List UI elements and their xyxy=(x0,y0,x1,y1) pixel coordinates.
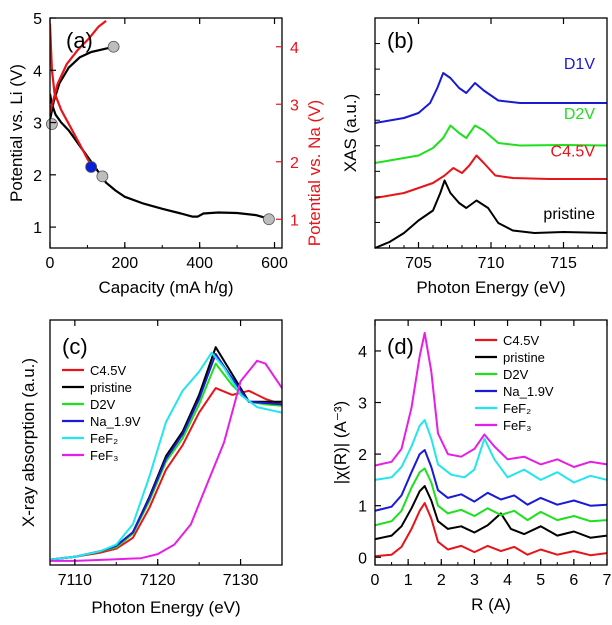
series-line xyxy=(50,362,282,561)
legend-label: C4.5V xyxy=(503,333,539,348)
x-tick-label-c: 7120 xyxy=(140,572,176,589)
panel-label: (b) xyxy=(387,28,414,53)
panel-label: (c) xyxy=(62,334,88,359)
legend-label: FeF₂ xyxy=(503,401,531,416)
series-line xyxy=(50,346,282,561)
legend-label: C4.5V xyxy=(90,363,126,378)
series-line xyxy=(50,359,282,562)
panel-c: 7110 7120 7130 C4.5V pristine D2V Na_1.9V FeF₂ F… xyxy=(19,319,283,617)
series-line xyxy=(374,72,607,124)
y-tick-label-right-a: 1 xyxy=(290,212,299,229)
curve-label: C4.5V xyxy=(551,144,596,161)
x-tick-label-d: 6 xyxy=(569,572,578,589)
x-axis-label: Photon Energy (eV) xyxy=(416,278,565,297)
x-tick-label-a: 400 xyxy=(186,255,213,272)
legend-label: FeF₃ xyxy=(503,418,531,433)
y-tick-label-a: 4 xyxy=(33,63,42,80)
series-line xyxy=(375,449,607,512)
x-tick-label-b: 705 xyxy=(405,255,432,272)
curve-label: pristine xyxy=(543,206,595,223)
y-axis-label: X-ray absorption (a.u.) xyxy=(19,358,38,527)
data-marker xyxy=(96,170,109,183)
x-tick-label-c: 7130 xyxy=(223,572,259,589)
plot-frame-c xyxy=(49,319,283,566)
data-marker xyxy=(263,213,275,226)
x-tick-label-c: 7110 xyxy=(58,572,93,589)
y-tick-label-a: 2 xyxy=(33,168,42,185)
series-line xyxy=(375,485,607,541)
panel-label: (d) xyxy=(387,334,414,359)
series-line xyxy=(50,93,272,221)
x-axis-label: Photon Energy (eV) xyxy=(91,598,240,617)
series-line xyxy=(50,387,282,561)
legend-label: D2V xyxy=(503,367,529,382)
x-axis-label: R (A) xyxy=(471,595,511,614)
legend-label: FeF₂ xyxy=(90,431,118,446)
x-axis-label: Capacity (mA h/g) xyxy=(98,278,233,297)
plot-area-d xyxy=(375,331,607,558)
panel-a: 0 200 400 600 1 2 3 4 5 1 2 3 4 Capacity (mA h/g) Pote… xyxy=(7,11,324,297)
series-line xyxy=(50,45,114,121)
x-tick-label-d: 4 xyxy=(503,572,512,589)
legend-label: Na_1.9V xyxy=(90,414,141,429)
y-tick-label-right-a: 2 xyxy=(290,155,299,172)
series-line xyxy=(375,331,607,468)
y-tick-label-d: 3 xyxy=(358,396,367,413)
y-tick-label-a: 1 xyxy=(33,220,42,237)
series-line xyxy=(375,419,607,484)
x-tick-label-d: 3 xyxy=(470,572,479,589)
y-tick-label-right-a: 4 xyxy=(290,40,299,57)
series-line xyxy=(375,502,607,558)
x-tick-label-d: 2 xyxy=(437,572,446,589)
x-tick-label-d: 7 xyxy=(603,572,612,589)
y-tick-label-a: 5 xyxy=(33,11,42,28)
legend-label: D2V xyxy=(90,397,116,412)
data-marker xyxy=(107,40,120,53)
y-tick-label-d: 4 xyxy=(358,344,367,361)
series-line xyxy=(374,179,608,249)
x-tick-label-d: 5 xyxy=(536,572,545,589)
data-marker xyxy=(45,118,58,131)
legend-label: pristine xyxy=(90,380,132,395)
series-line xyxy=(374,124,608,164)
panel-label: (a) xyxy=(66,28,93,53)
legend-label: Na_1.9V xyxy=(503,384,554,399)
series-line xyxy=(375,467,607,527)
y-tick-label-d: 2 xyxy=(358,447,367,464)
x-tick-label-d: 1 xyxy=(404,572,413,589)
x-tick-label-a: 600 xyxy=(261,255,288,272)
plot-area-c xyxy=(50,346,282,562)
x-tick-label-a: 200 xyxy=(111,255,138,272)
y-axis-label: |χ(R)| (A⁻³) xyxy=(331,401,350,484)
panel-b: 705 710 715 D1V D2V C4.5V pristine Photon Energ… xyxy=(341,17,608,297)
x-tick-label-a: 0 xyxy=(46,255,55,272)
x-tick-label-b: 710 xyxy=(478,255,505,272)
series-line xyxy=(50,20,107,114)
curve-label: D2V xyxy=(564,106,595,123)
plot-area-a xyxy=(50,20,272,221)
curve-label: D1V xyxy=(564,56,595,73)
plot-frame-a xyxy=(49,17,283,249)
y-tick-label-d: 0 xyxy=(358,550,367,567)
legend-label: FeF₃ xyxy=(90,448,118,463)
y-axis-label: XAS (a.u.) xyxy=(341,94,360,172)
series-line xyxy=(374,154,607,199)
y-tick-label-right-a: 3 xyxy=(290,97,299,114)
panel-d: 0 1 2 3 4 5 6 7 0 1 2 3 4 C4.5V pristine D2V Na_1.9V FeF₂… xyxy=(331,319,612,614)
legend-label: pristine xyxy=(503,350,545,365)
series-line xyxy=(50,23,93,166)
x-tick-label-d: 0 xyxy=(371,572,380,589)
y-tick-label-a: 3 xyxy=(33,116,42,133)
y-tick-label-d: 1 xyxy=(358,499,367,516)
data-marker xyxy=(85,161,98,173)
y-axis-label: Potential vs. Li (V) xyxy=(7,64,26,202)
x-tick-label-b: 715 xyxy=(550,255,577,272)
y-axis-label-right: Potential vs. Na (V) xyxy=(305,100,324,246)
